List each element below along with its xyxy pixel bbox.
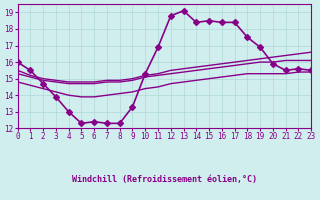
X-axis label: Windchill (Refroidissement éolien,°C): Windchill (Refroidissement éolien,°C) <box>72 175 257 184</box>
